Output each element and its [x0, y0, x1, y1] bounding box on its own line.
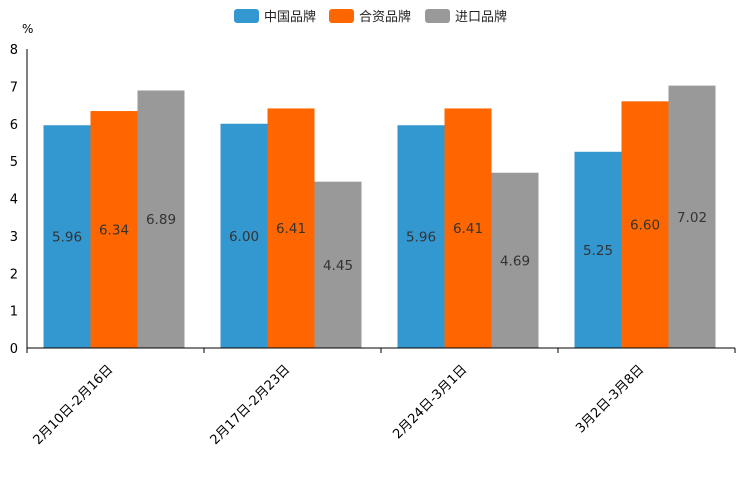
y-tick-label: 4 — [10, 193, 18, 208]
data-label: 5.96 — [406, 230, 436, 246]
bar-1-4 — [574, 151, 622, 348]
y-tick-label: 3 — [10, 230, 18, 245]
data-label: 6.41 — [276, 221, 306, 237]
bar-3-2 — [314, 181, 362, 348]
bar-1-1 — [43, 125, 91, 349]
data-label: 7.02 — [677, 210, 707, 226]
data-label: 6.34 — [99, 223, 129, 239]
bar-3-4 — [668, 85, 716, 348]
y-axis-unit-label: % — [22, 22, 33, 36]
y-tick-label: 7 — [10, 80, 18, 95]
y-tick-label: 5 — [10, 155, 18, 170]
y-tick-label: 6 — [10, 118, 18, 133]
legend-label: 中国品牌 — [264, 9, 316, 25]
legend-label: 进口品牌 — [455, 9, 507, 25]
legend-swatch — [234, 9, 259, 23]
data-label: 6.41 — [453, 221, 483, 237]
bar-2-2 — [267, 108, 315, 349]
bar-1-3 — [397, 125, 445, 349]
data-label: 6.00 — [229, 229, 259, 245]
legend-label: 合资品牌 — [359, 9, 411, 25]
data-label: 4.69 — [500, 253, 530, 269]
y-tick-label: 8 — [10, 43, 18, 58]
bars: 5.96 6.00 5.96 5.25 6.34 6.41 6.41 6.60 6.89 4.45… — [43, 85, 716, 349]
x-category-label: 2月10日-2月16日 — [31, 362, 117, 448]
y-axis: 0 1 2 3 4 5 6 7 8 — [10, 43, 28, 357]
bar-2-3 — [444, 108, 492, 349]
y-tick-label: 1 — [10, 305, 18, 320]
bar-3-3 — [491, 172, 539, 348]
x-category-label: 3月2日-3月8日 — [573, 362, 647, 436]
bar-3-1 — [137, 90, 185, 348]
data-label: 5.96 — [52, 230, 82, 246]
data-label: 6.89 — [146, 212, 176, 228]
bar-2-1 — [90, 111, 138, 348]
data-label: 4.45 — [323, 258, 353, 274]
y-tick-label: 0 — [10, 342, 18, 357]
data-label: 5.25 — [583, 243, 613, 259]
data-label: 6.60 — [630, 218, 660, 234]
x-category-label: 2月24日-3月1日 — [390, 362, 470, 442]
legend: 中国品牌 合资品牌 进口品牌 — [234, 9, 507, 25]
bar-1-2 — [220, 123, 268, 348]
legend-swatch — [329, 9, 354, 23]
x-category-label: 2月17日-2月23日 — [208, 362, 294, 448]
legend-swatch — [425, 9, 450, 23]
y-tick-label: 2 — [10, 267, 18, 282]
bar-2-4 — [621, 101, 669, 348]
x-axis: 2月10日-2月16日 2月17日-2月23日 2月24日-3月1日 3月2日-3月8… — [26, 347, 736, 448]
